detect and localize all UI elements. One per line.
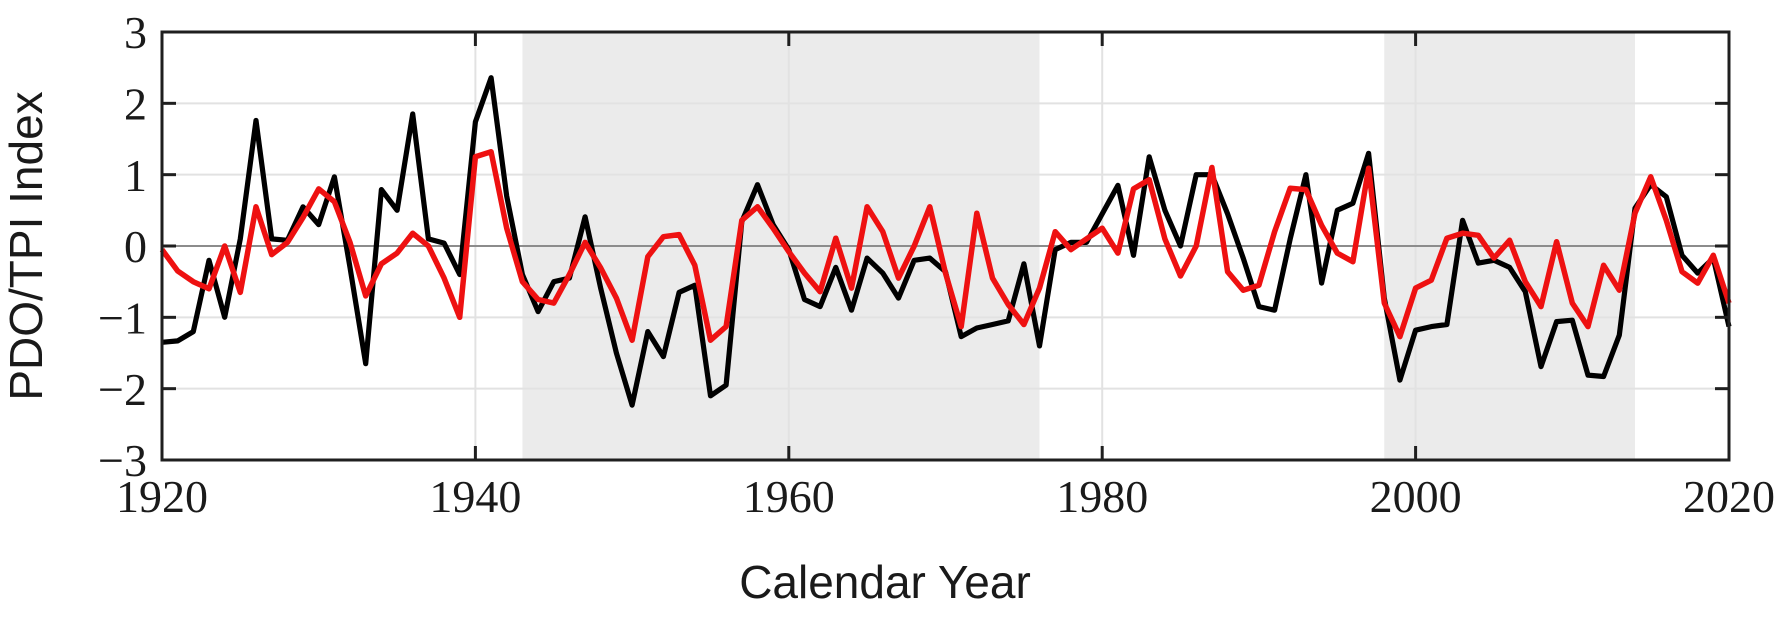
x-tick-label-1980: 1980 [1056, 471, 1148, 522]
y-tick-label-3: 3 [124, 7, 147, 58]
series-layer [159, 75, 1732, 408]
tick-labels-layer: 1920 1940 1960 1980 2000 2020 −3 −2 −1 0 1 2 3 [98, 7, 1775, 522]
tpi-index-line [159, 149, 1732, 343]
y-tick-label-0: 0 [124, 221, 147, 272]
x-tick-label-1940: 1940 [429, 471, 521, 522]
y-axis-label: PDO/TPI Index [0, 91, 52, 400]
x-tick-label-2000: 2000 [1370, 471, 1462, 522]
y-tick-label-1: 1 [124, 150, 147, 201]
x-tick-label-1960: 1960 [743, 471, 835, 522]
y-tick-label--3: −3 [98, 435, 147, 486]
x-tick-label-2020: 2020 [1683, 471, 1775, 522]
grid-layer [162, 32, 1729, 460]
y-tick-label-2: 2 [124, 78, 147, 129]
x-tick-label-1920: 1920 [116, 471, 208, 522]
x-axis-label: Calendar Year [739, 556, 1031, 608]
y-tick-label--2: −2 [98, 364, 147, 415]
y-tick-label--1: −1 [98, 292, 147, 343]
axes-layer [160, 30, 1731, 462]
